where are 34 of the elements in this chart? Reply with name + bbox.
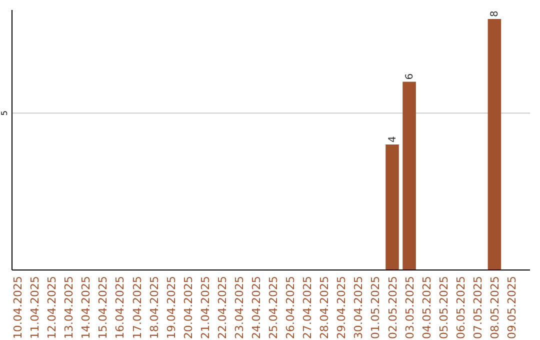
x-tick-label: 14.04.2025 <box>80 276 93 339</box>
x-tick-label: 17.04.2025 <box>130 276 144 339</box>
x-tick-label: 28.04.2025 <box>318 276 332 339</box>
x-tick-label: 12.04.2025 <box>46 276 59 339</box>
x-tick-label: 02.05.2025 <box>386 276 400 339</box>
x-tick-label: 09.05.2025 <box>505 276 518 339</box>
x-tick-label: 21.04.2025 <box>198 276 212 339</box>
x-tick-label: 15.04.2025 <box>96 276 110 339</box>
x-tick-label: 08.05.2025 <box>488 276 502 339</box>
y-tick-label: 5 <box>0 110 9 116</box>
x-tick-label: 11.04.2025 <box>28 276 42 339</box>
x-tick-label: 19.04.2025 <box>164 276 178 339</box>
x-tick-label: 01.05.2025 <box>369 276 382 339</box>
x-tick-label: 29.04.2025 <box>335 276 348 339</box>
data-label: 4 <box>387 136 398 142</box>
x-tick-label: 26.04.2025 <box>284 276 298 339</box>
x-tick-label: 30.04.2025 <box>352 276 366 339</box>
x-tick-label: 22.04.2025 <box>216 276 229 339</box>
data-label: 8 <box>489 10 500 17</box>
x-tick-label: 16.04.2025 <box>114 276 127 339</box>
x-tick-label: 25.04.2025 <box>267 276 280 339</box>
x-tick-label: 06.05.2025 <box>454 276 468 339</box>
x-tick-label: 27.04.2025 <box>301 276 314 339</box>
x-tick-label: 20.04.2025 <box>182 276 195 339</box>
x-tick-label: 13.04.2025 <box>62 276 76 339</box>
x-tick-label: 18.04.2025 <box>148 276 161 339</box>
x-tick-label: 05.05.2025 <box>437 276 450 339</box>
x-tick-label: 04.05.2025 <box>420 276 434 339</box>
x-tick-label: 10.04.2025 <box>12 276 25 339</box>
data-label: 6 <box>404 73 416 80</box>
x-tick-label: 24.04.2025 <box>250 276 263 339</box>
x-tick-label: 03.05.2025 <box>403 276 416 339</box>
x-tick-label: 07.05.2025 <box>471 276 484 339</box>
x-tick-label: 23.04.2025 <box>232 276 246 339</box>
